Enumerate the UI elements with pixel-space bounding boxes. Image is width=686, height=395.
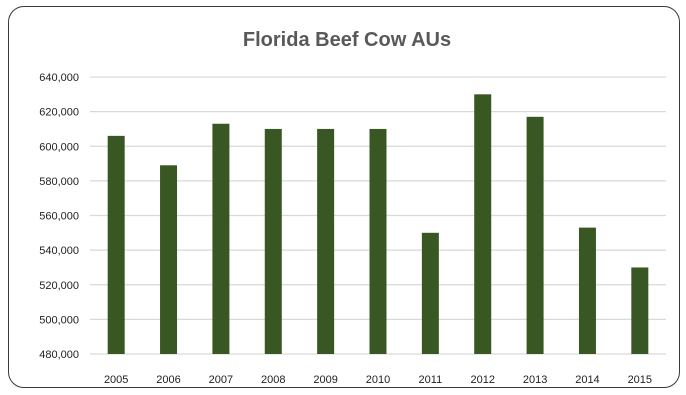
x-tick-label: 2011 <box>419 374 443 386</box>
bars <box>107 94 649 355</box>
bar-2005 <box>107 135 125 354</box>
x-tick-label: 2010 <box>366 374 390 386</box>
y-tick-label: 580,000 <box>39 176 79 188</box>
bar-2014 <box>578 227 596 354</box>
y-tick-label: 480,000 <box>39 349 79 361</box>
x-tick-label: 2014 <box>575 374 599 386</box>
y-tick-label: 520,000 <box>39 280 79 292</box>
x-tick-label: 2015 <box>628 374 652 386</box>
x-axis-tick-labels: 2005 2006 2007 2008 2009 2010 2011 2012 2013 2014… <box>104 374 652 386</box>
bar-2015 <box>631 267 649 354</box>
x-tick-label: 2005 <box>104 374 128 386</box>
bar-2006 <box>160 165 178 354</box>
x-tick-label: 2006 <box>156 374 180 386</box>
bar-2008 <box>264 128 282 354</box>
x-tick-label: 2012 <box>470 374 494 386</box>
y-tick-label: 500,000 <box>39 314 79 326</box>
bar-2013 <box>526 116 544 354</box>
y-tick-label: 620,000 <box>39 107 79 119</box>
x-tick-label: 2013 <box>523 374 547 386</box>
y-tick-label: 600,000 <box>39 141 79 153</box>
chart-title: Florida Beef Cow AUs <box>243 29 451 51</box>
bar-2012 <box>474 94 492 354</box>
y-tick-label: 640,000 <box>39 72 79 84</box>
bar-2010 <box>369 128 387 354</box>
bar-2009 <box>317 128 335 354</box>
bar-2011 <box>421 232 439 354</box>
x-tick-label: 2007 <box>209 374 233 386</box>
y-axis-tick-labels: 480,000 500,000 520,000 540,000 560,000 580,0… <box>39 72 79 361</box>
x-tick-label: 2008 <box>261 374 285 386</box>
bar-2007 <box>212 123 230 355</box>
y-tick-label: 560,000 <box>39 211 79 223</box>
x-tick-label: 2009 <box>313 374 337 386</box>
y-tick-label: 540,000 <box>39 245 79 257</box>
